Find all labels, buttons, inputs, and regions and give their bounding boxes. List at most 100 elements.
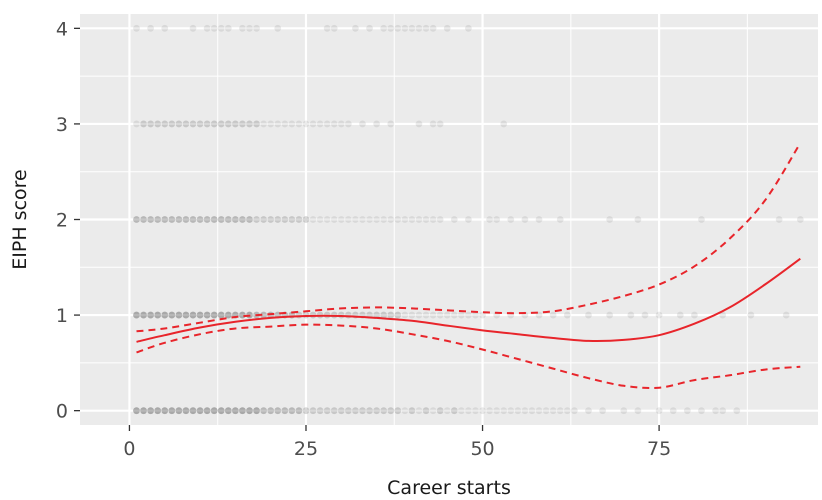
data-point (175, 311, 183, 319)
data-point (231, 407, 239, 415)
data-point (182, 407, 190, 415)
data-point (260, 216, 268, 223)
data-point (175, 407, 183, 415)
data-point (429, 311, 437, 319)
data-point (175, 311, 183, 319)
data-point (288, 407, 296, 415)
data-point (224, 216, 232, 223)
grid-lines (80, 14, 818, 425)
data-point (154, 407, 162, 415)
data-point (147, 311, 155, 319)
x-tick-label: 50 (470, 438, 494, 460)
data-point (189, 311, 197, 319)
data-point (168, 407, 176, 415)
data-point (140, 311, 147, 319)
data-point (168, 311, 176, 319)
data-point (161, 24, 169, 32)
data-point (669, 407, 677, 415)
data-point (147, 407, 155, 415)
data-point (224, 24, 232, 32)
data-point (330, 120, 338, 128)
data-point (486, 407, 494, 415)
data-point (182, 407, 190, 415)
data-point (380, 407, 388, 415)
data-point (154, 311, 162, 319)
data-point (210, 407, 218, 415)
data-point (203, 120, 211, 128)
data-point (196, 407, 204, 415)
data-point (606, 311, 614, 319)
data-point (408, 24, 416, 32)
data-point (210, 24, 218, 32)
data-point (521, 216, 529, 223)
data-point (239, 216, 246, 223)
data-point (168, 120, 176, 128)
data-point (366, 407, 373, 415)
data-point (161, 407, 169, 415)
data-point (147, 311, 155, 319)
data-point (182, 311, 190, 319)
data-point (210, 216, 218, 223)
data-point (549, 407, 557, 415)
data-point (380, 24, 388, 32)
data-point (401, 407, 409, 415)
y-tick-label: 4 (56, 18, 68, 40)
data-point (239, 120, 246, 128)
data-point (698, 407, 705, 415)
data-point (168, 216, 176, 223)
data-point (323, 216, 331, 223)
data-point (182, 311, 190, 319)
data-point (196, 311, 204, 319)
data-point (359, 407, 366, 415)
data-point (260, 311, 268, 319)
data-point (147, 216, 155, 223)
data-point (359, 120, 366, 128)
data-point (210, 120, 218, 128)
data-point (133, 311, 140, 319)
data-point (309, 120, 317, 128)
data-point (161, 216, 169, 223)
data-point (429, 24, 437, 32)
data-point (154, 120, 162, 128)
data-point (408, 311, 416, 319)
data-point (147, 120, 155, 128)
data-point (175, 407, 183, 415)
data-point (231, 120, 239, 128)
data-point (465, 216, 472, 223)
data-point (380, 311, 388, 319)
data-point (408, 407, 416, 415)
data-point (535, 216, 543, 223)
data-point (457, 311, 465, 319)
data-point (210, 311, 218, 319)
data-point (133, 216, 140, 223)
data-point (691, 311, 698, 319)
data-point (443, 407, 451, 415)
data-point (182, 216, 190, 223)
data-point (337, 216, 345, 223)
data-point (655, 407, 663, 415)
lower-ci-line (136, 323, 801, 390)
data-point (443, 24, 451, 32)
data-point (302, 120, 310, 128)
data-point (196, 120, 204, 128)
data-point (775, 216, 783, 223)
data-point (189, 216, 197, 223)
data-point (189, 407, 197, 415)
data-point (274, 407, 282, 415)
data-point (634, 407, 642, 415)
data-point (133, 407, 140, 415)
data-point (316, 120, 324, 128)
data-point (253, 24, 260, 32)
data-point (260, 216, 268, 223)
data-point (175, 311, 183, 319)
data-point (217, 216, 225, 223)
data-point (344, 120, 352, 128)
data-point (161, 216, 169, 223)
data-point (267, 407, 275, 415)
data-point (231, 216, 239, 223)
data-point (415, 120, 423, 128)
data-point (140, 311, 147, 319)
data-point (422, 407, 430, 415)
data-point (295, 216, 303, 223)
data-point (465, 407, 472, 415)
